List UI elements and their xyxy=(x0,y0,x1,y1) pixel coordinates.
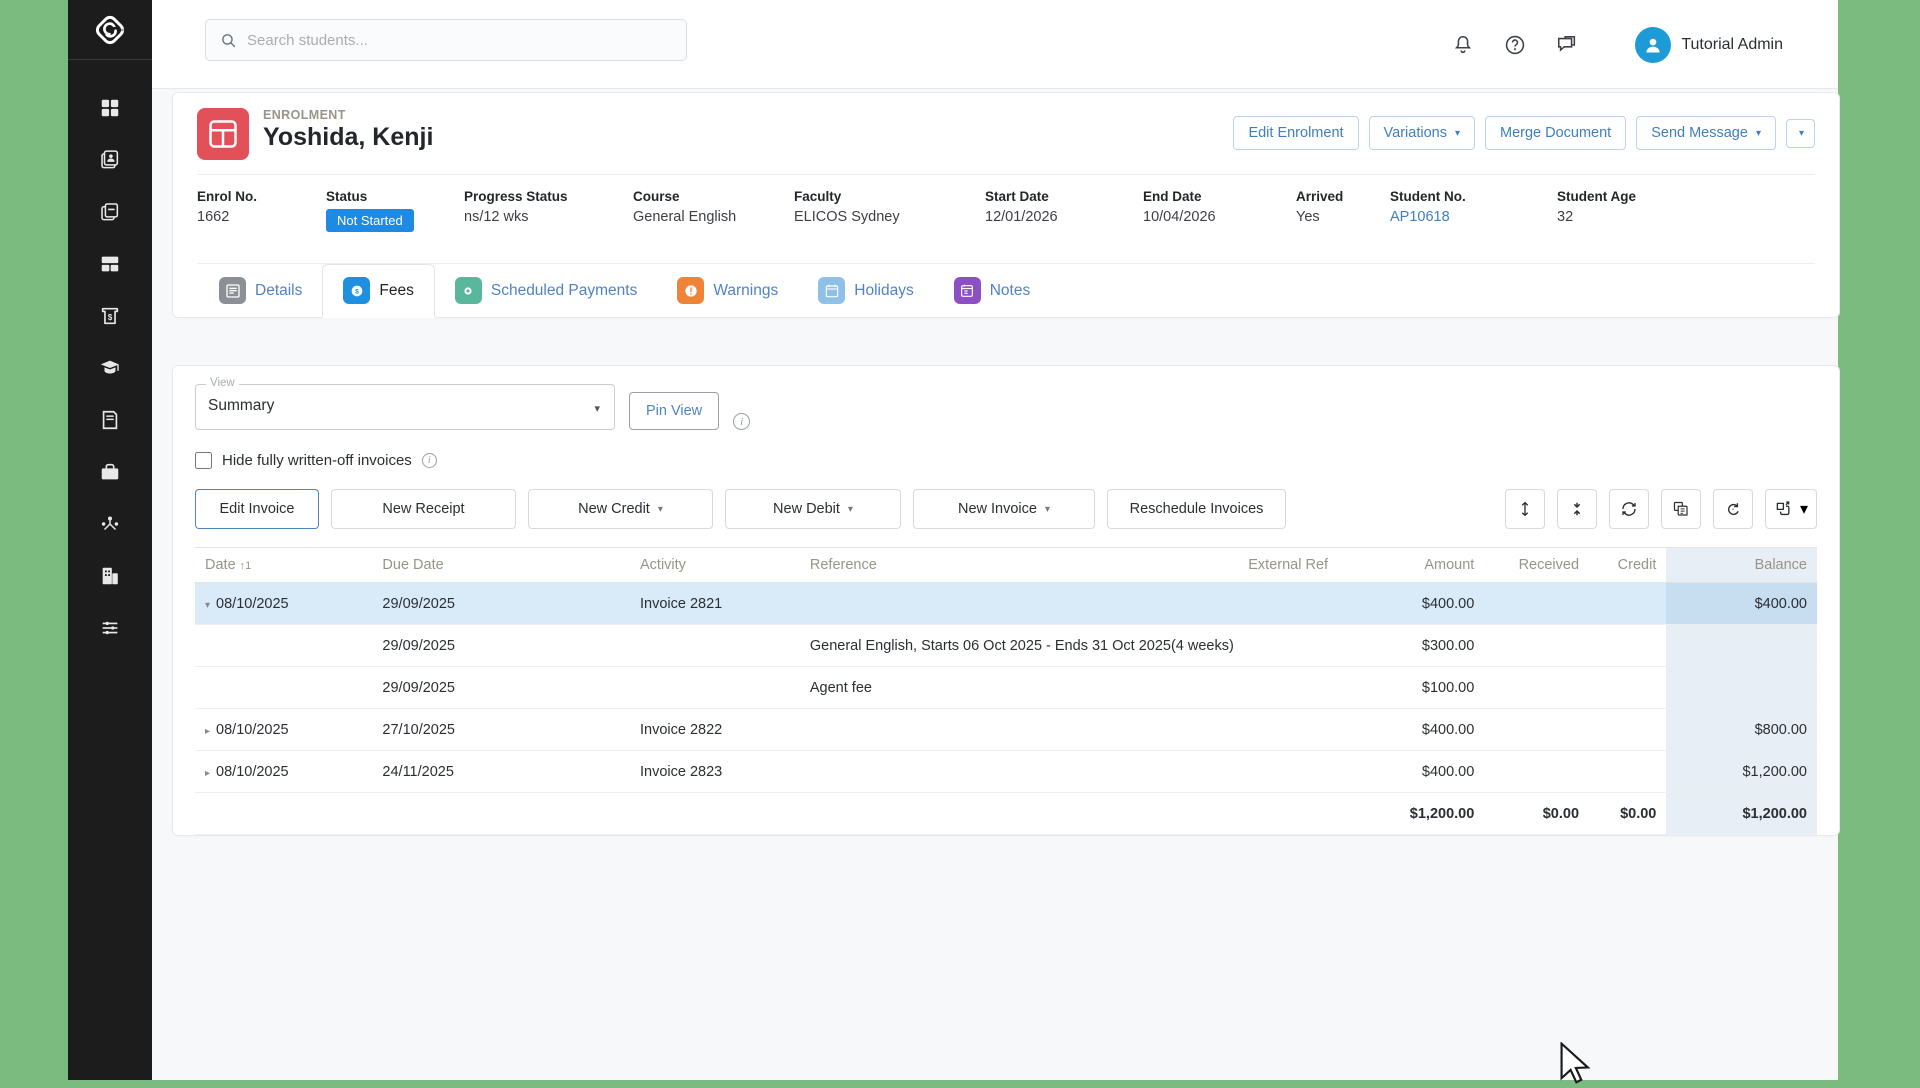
svg-text:$: $ xyxy=(108,313,113,322)
svg-text:$: $ xyxy=(355,288,359,295)
